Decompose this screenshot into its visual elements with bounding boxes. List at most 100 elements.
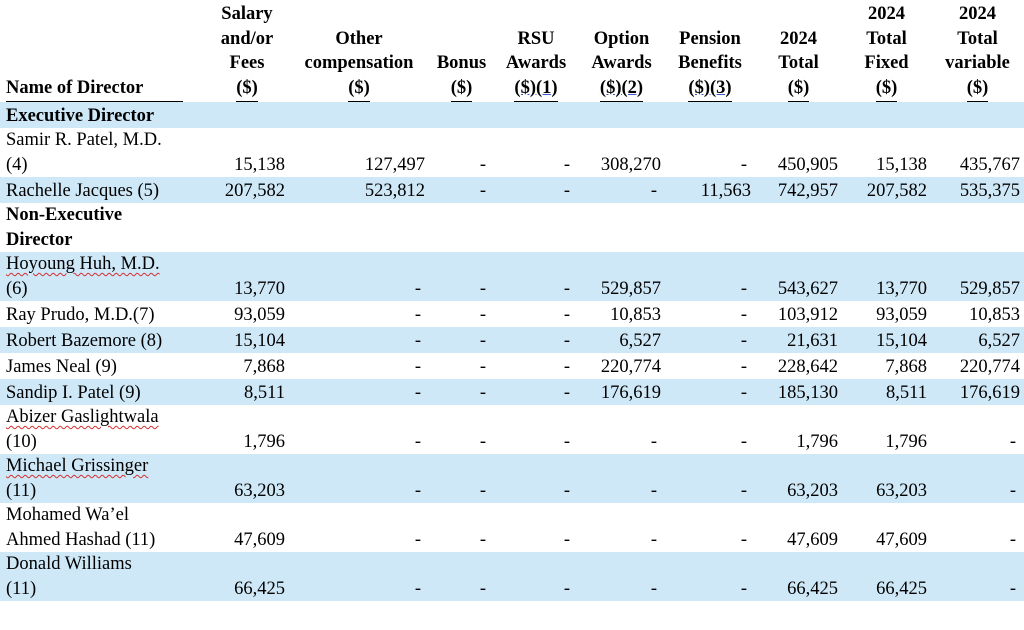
pension-cell: - — [740, 529, 747, 550]
header-total: 2024 Total ($) — [755, 0, 842, 102]
pension-cell: - — [740, 356, 747, 377]
director-name: Samir R. Patel, M.D. (4) — [6, 130, 162, 175]
fixed-cell: 207,582 — [842, 177, 931, 203]
option-cell: 308,270 — [600, 154, 661, 175]
rsu-cell: - — [563, 529, 570, 550]
rsu-cell: - — [563, 431, 570, 452]
rsu-cell: - — [494, 177, 578, 203]
table-row: Michael Grissinger (11) 63,203 - - - - - … — [0, 454, 1024, 503]
salary-cell: 15,138 — [234, 154, 285, 175]
fixed-cell: 1,796 — [885, 431, 927, 452]
option-cell: - — [578, 552, 665, 601]
other-cell: - — [289, 379, 429, 405]
header-pension-benefits: Pension Benefits ($)(3) — [665, 0, 755, 102]
salary-cell: 7,868 — [243, 356, 285, 377]
other-cell: - — [414, 304, 421, 325]
bonus-cell: - — [479, 154, 486, 175]
director-name: Ray Prudo, M.D.(7) — [6, 304, 155, 325]
table-row: Mohamed Wa’el Ahmed Hashad (11) 47,609 - … — [0, 503, 1024, 552]
variable-cell: 529,857 — [931, 252, 1024, 301]
bonus-cell: - — [479, 529, 486, 550]
variable-cell: - — [1009, 529, 1016, 550]
fixed-cell: 93,059 — [876, 304, 927, 325]
variable-cell: - — [931, 552, 1024, 601]
fixed-cell: 7,868 — [885, 356, 927, 377]
table-row: Hoyoung Huh, M.D. (6) 13,770 - - - 529,85… — [0, 252, 1024, 301]
director-name: Robert Bazemore (8) — [0, 327, 205, 353]
option-cell: 220,774 — [600, 356, 661, 377]
salary-cell: 8,511 — [205, 379, 289, 405]
pension-cell: - — [665, 454, 755, 503]
section-non-executive-director: Non-Executive Director — [6, 205, 123, 250]
director-name: Michael Grissinger (11) — [0, 454, 205, 503]
rsu-cell: - — [494, 327, 578, 353]
rsu-cell: - — [494, 552, 578, 601]
fixed-cell: 66,425 — [842, 552, 931, 601]
fixed-cell: 8,511 — [842, 379, 931, 405]
salary-cell: 93,059 — [234, 304, 285, 325]
salary-cell: 63,203 — [205, 454, 289, 503]
other-cell: - — [414, 431, 421, 452]
pension-cell: 11,563 — [665, 177, 755, 203]
rsu-cell: - — [494, 252, 578, 301]
total-cell: 228,642 — [777, 356, 838, 377]
total-cell: 543,627 — [755, 252, 842, 301]
salary-cell: 207,582 — [205, 177, 289, 203]
rsu-cell: - — [563, 154, 570, 175]
header-row: Name of Director Salary and/or Fees ($) Oth… — [0, 0, 1024, 102]
total-cell: 47,609 — [787, 529, 838, 550]
salary-cell: 1,796 — [243, 431, 285, 452]
fixed-cell: 13,770 — [842, 252, 931, 301]
total-cell: 185,130 — [755, 379, 842, 405]
salary-cell: 47,609 — [234, 529, 285, 550]
total-cell: 63,203 — [755, 454, 842, 503]
table-row: Ray Prudo, M.D.(7) 93,059 - - - 10,853 -… — [0, 301, 1024, 327]
header-other-compensation: Other compensation ($) — [289, 0, 429, 102]
other-cell: 523,812 — [289, 177, 429, 203]
option-cell: - — [578, 454, 665, 503]
header-name-of-director: Name of Director — [0, 0, 205, 102]
other-cell: - — [289, 552, 429, 601]
other-cell: - — [289, 327, 429, 353]
director-compensation-table: Name of Director Salary and/or Fees ($) Oth… — [0, 0, 1024, 601]
variable-cell: 10,853 — [969, 304, 1020, 325]
director-name: Abizer Gaslightwala (10) — [6, 407, 159, 452]
variable-cell: 535,375 — [931, 177, 1024, 203]
pension-cell: - — [740, 154, 747, 175]
bonus-cell: - — [479, 431, 486, 452]
total-cell: 66,425 — [755, 552, 842, 601]
director-name: Rachelle Jacques (5) — [0, 177, 205, 203]
total-cell: 21,631 — [755, 327, 842, 353]
variable-cell: 176,619 — [931, 379, 1024, 405]
header-salary: Salary and/or Fees ($) — [205, 0, 289, 102]
rsu-cell: - — [494, 379, 578, 405]
total-cell: 742,957 — [755, 177, 842, 203]
fixed-cell: 47,609 — [876, 529, 927, 550]
pension-cell: - — [665, 252, 755, 301]
bonus-cell: - — [479, 304, 486, 325]
fixed-cell: 63,203 — [842, 454, 931, 503]
fixed-cell: 15,104 — [842, 327, 931, 353]
bonus-cell: - — [479, 356, 486, 377]
pension-cell: - — [665, 552, 755, 601]
table-row: Abizer Gaslightwala (10) 1,796 - - - - - … — [0, 405, 1024, 454]
bonus-cell: - — [429, 379, 494, 405]
other-cell: - — [414, 356, 421, 377]
option-cell: - — [650, 431, 657, 452]
pension-cell: - — [740, 304, 747, 325]
header-rsu-awards: RSU Awards ($)(1) — [494, 0, 578, 102]
director-name: Donald Williams (11) — [0, 552, 205, 601]
total-cell: 103,912 — [777, 304, 838, 325]
pension-cell: - — [665, 379, 755, 405]
option-cell: - — [578, 177, 665, 203]
variable-cell: - — [1009, 431, 1016, 452]
director-name: Mohamed Wa’el Ahmed Hashad (11) — [6, 505, 156, 550]
option-cell: 10,853 — [610, 304, 661, 325]
table-row: Sandip I. Patel (9) 8,511 - - - 176,619 … — [0, 379, 1024, 405]
option-cell: 6,527 — [578, 327, 665, 353]
option-cell: 529,857 — [578, 252, 665, 301]
salary-cell: 66,425 — [205, 552, 289, 601]
variable-cell: 6,527 — [931, 327, 1024, 353]
rsu-cell: - — [563, 304, 570, 325]
other-cell: - — [289, 252, 429, 301]
